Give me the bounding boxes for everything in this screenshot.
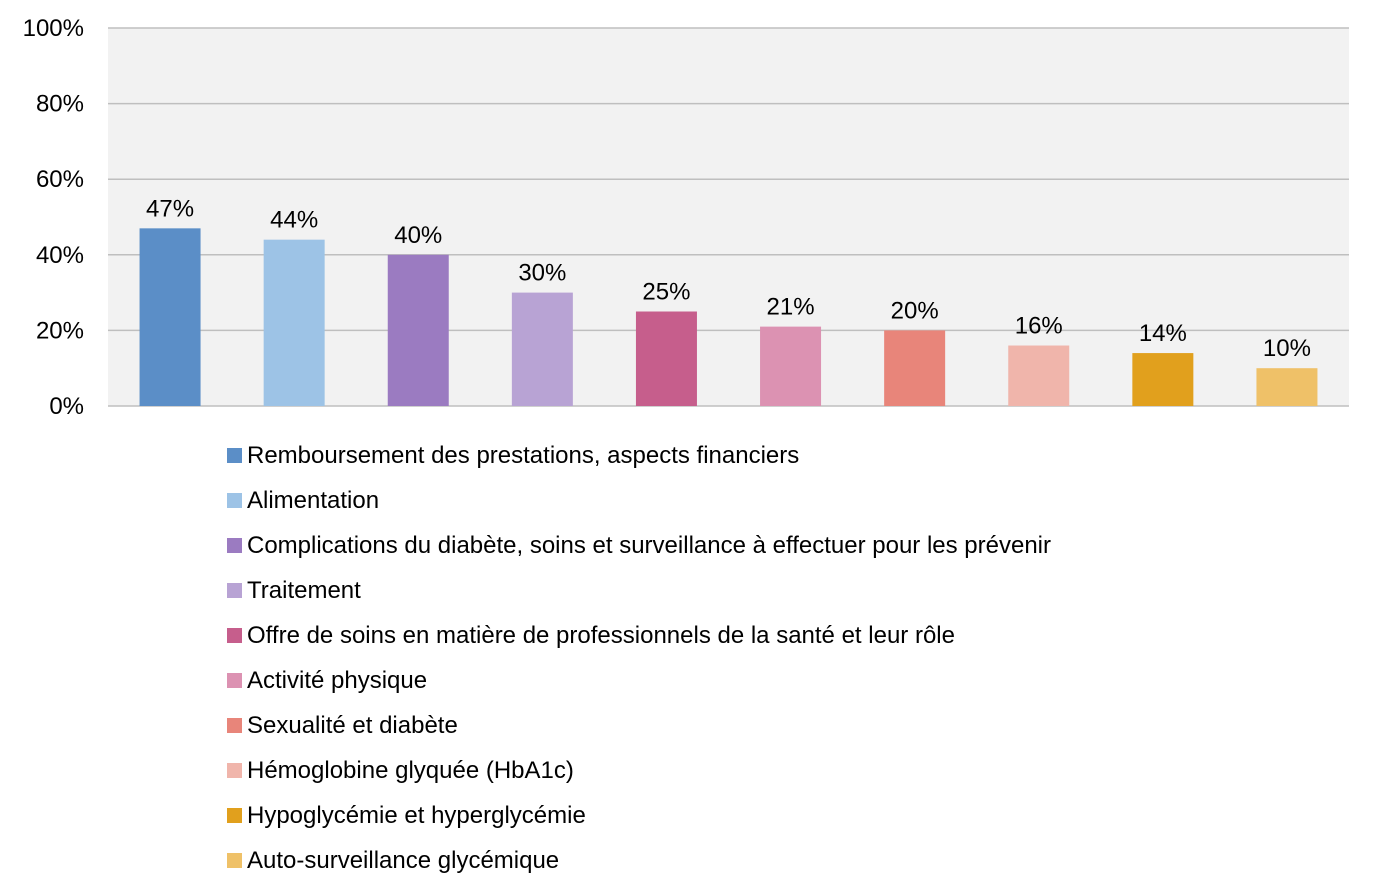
bar-value-label: 30% bbox=[518, 260, 566, 287]
bar-value-label: 40% bbox=[394, 222, 442, 249]
legend-label: Activité physique bbox=[247, 667, 428, 694]
legend-item: Complications du diabète, soins et surve… bbox=[227, 523, 1051, 568]
bar bbox=[1132, 353, 1194, 406]
bar-value-label: 44% bbox=[270, 207, 318, 234]
legend-label: Alimentation bbox=[247, 487, 380, 514]
legend-swatch bbox=[227, 718, 242, 733]
bar-value-label: 16% bbox=[1015, 313, 1063, 340]
legend-item: Alimentation bbox=[227, 478, 1051, 523]
bar-value-label: 47% bbox=[146, 195, 194, 222]
legend-item: Sexualité et diabète bbox=[227, 703, 1051, 748]
y-tick-label: 40% bbox=[36, 242, 84, 269]
bar bbox=[760, 326, 822, 406]
legend-item: Auto-surveillance glycémique bbox=[227, 838, 1051, 883]
y-tick-label: 60% bbox=[36, 166, 84, 193]
legend-label: Remboursement des prestations, aspects f… bbox=[247, 442, 800, 469]
legend-label: Offre de soins en matière de professionn… bbox=[247, 622, 955, 649]
bar bbox=[263, 239, 325, 406]
legend-swatch bbox=[227, 808, 242, 823]
legend-label: Auto-surveillance glycémique bbox=[247, 847, 560, 874]
bar-value-label: 14% bbox=[1139, 320, 1187, 347]
legend-item: Activité physique bbox=[227, 658, 1051, 703]
bar bbox=[387, 254, 449, 406]
legend-swatch bbox=[227, 853, 242, 868]
bar-value-label: 21% bbox=[767, 294, 815, 321]
legend-swatch bbox=[227, 538, 242, 553]
legend-label: Traitement bbox=[247, 577, 361, 604]
bar-value-label: 20% bbox=[891, 297, 939, 324]
bars bbox=[139, 228, 1318, 406]
data-labels: 47% 44% 40% 30% 25% 21% 20% 16% 14% 10% bbox=[146, 195, 1311, 362]
legend-swatch bbox=[227, 673, 242, 688]
bar bbox=[884, 330, 946, 406]
legend-item: Traitement bbox=[227, 568, 1051, 613]
bar bbox=[511, 292, 573, 406]
y-axis-tick-labels: 0% 20% 40% 60% 80% 100% bbox=[23, 15, 84, 420]
legend-label: Hémoglobine glyquée (HbA1c) bbox=[247, 757, 574, 784]
legend-item: Offre de soins en matière de professionn… bbox=[227, 613, 1051, 658]
legend-label: Complications du diabète, soins et surve… bbox=[247, 532, 1051, 559]
bar bbox=[139, 228, 201, 406]
legend-item: Hémoglobine glyquée (HbA1c) bbox=[227, 748, 1051, 793]
legend-swatch bbox=[227, 763, 242, 778]
legend-swatch bbox=[227, 448, 242, 463]
y-tick-label: 80% bbox=[36, 91, 84, 118]
legend-swatch bbox=[227, 583, 242, 598]
bar bbox=[635, 311, 697, 406]
legend-item: Hypoglycémie et hyperglycémie bbox=[227, 793, 1051, 838]
bar bbox=[1256, 368, 1318, 406]
y-tick-label: 0% bbox=[49, 393, 84, 420]
bar-chart: 0% 20% 40% 60% 80% 100% 47% 44% 40% 30% 25% 21% 20%… bbox=[23, 15, 1349, 420]
legend-swatch bbox=[227, 628, 242, 643]
bar-value-label: 25% bbox=[642, 279, 690, 306]
legend: Remboursement des prestations, aspects f… bbox=[227, 433, 1051, 883]
y-tick-label: 20% bbox=[36, 317, 84, 344]
legend-label: Hypoglycémie et hyperglycémie bbox=[247, 802, 586, 829]
y-tick-label: 100% bbox=[23, 15, 84, 42]
legend-swatch bbox=[227, 493, 242, 508]
legend-label: Sexualité et diabète bbox=[247, 712, 458, 739]
bar-value-label: 10% bbox=[1263, 335, 1311, 362]
legend-item: Remboursement des prestations, aspects f… bbox=[227, 433, 1051, 478]
bar bbox=[1008, 345, 1070, 406]
